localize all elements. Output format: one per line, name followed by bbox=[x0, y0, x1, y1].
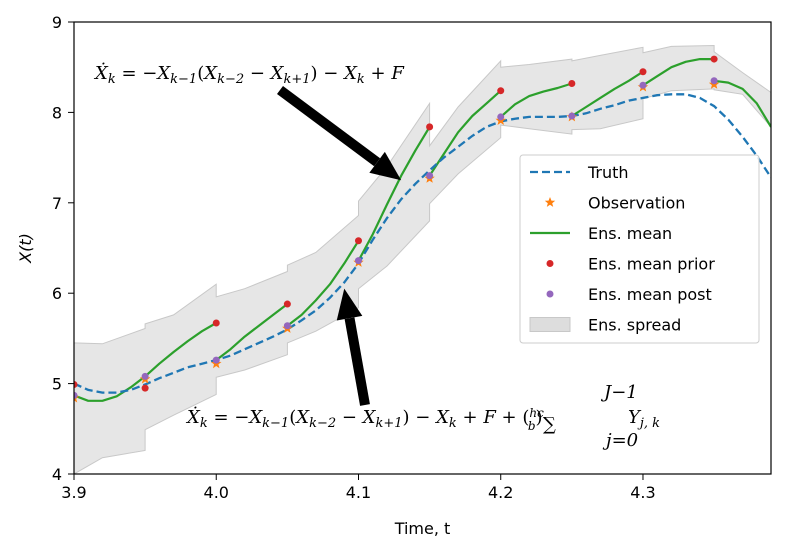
x-tick-label: 4.2 bbox=[488, 483, 513, 502]
ens-mean-post-point bbox=[141, 372, 149, 380]
x-axis-label: Time, t bbox=[394, 519, 451, 538]
x-axis-ticks: 3.9 4.0 4.1 4.2 4.3 bbox=[61, 474, 656, 502]
svg-text:Yj, k: Yj, k bbox=[628, 407, 660, 431]
series-lines bbox=[74, 57, 771, 402]
svg-text:Ẋk = −Xk−1(Xk−2 − Xk+1) − Xk +: Ẋk = −Xk−1(Xk−2 − Xk+1) − Xk + F bbox=[93, 61, 405, 87]
y-tick-label: 5 bbox=[52, 375, 62, 394]
ens-mean-post-point bbox=[639, 81, 647, 89]
legend-item: Observation bbox=[544, 194, 685, 213]
legend-label: Ens. mean bbox=[588, 224, 672, 243]
ens-mean-prior-point bbox=[568, 79, 576, 87]
y-axis-label: X(t) bbox=[16, 233, 35, 264]
ens-mean-prior-point bbox=[354, 237, 362, 245]
x-tick-label: 3.9 bbox=[61, 483, 86, 502]
y-tick-label: 6 bbox=[52, 284, 62, 303]
legend-label: Truth bbox=[587, 163, 629, 182]
legend-item: Truth bbox=[530, 163, 629, 182]
ens-mean-prior-point bbox=[497, 87, 505, 95]
legend-label: Ens. mean post bbox=[588, 285, 712, 304]
svg-text:Ẋk = −Xk−1(Xk−2 − Xk+1) − Xk +: Ẋk = −Xk−1(Xk−2 − Xk+1) − Xk + F + (hc b) bbox=[185, 405, 544, 433]
legend-label: Observation bbox=[588, 194, 685, 213]
ens-spread-area bbox=[74, 44, 771, 474]
annotation-arrow-2 bbox=[336, 288, 370, 406]
legend-item: Ens. mean post bbox=[546, 285, 712, 304]
series-markers bbox=[74, 55, 720, 403]
svg-text:∑: ∑ bbox=[543, 414, 556, 435]
ens-spread-band bbox=[74, 44, 771, 474]
ens-mean-post-point bbox=[212, 356, 220, 364]
x-tick-label: 4.1 bbox=[346, 483, 371, 502]
annotation-equation-2: Ẋk = −Xk−1(Xk−2 − Xk+1) − Xk + F + (hc b)… bbox=[185, 382, 660, 451]
ens-mean-segment-3 bbox=[286, 240, 360, 327]
legend-label: Ens. mean prior bbox=[588, 255, 715, 274]
ens-mean-segment-6 bbox=[499, 82, 573, 118]
ens-mean-post-point bbox=[568, 112, 576, 120]
legend-item: Ens. mean bbox=[530, 224, 672, 243]
ens-mean-prior-point bbox=[141, 384, 149, 392]
ens-mean-segment-2 bbox=[215, 303, 289, 361]
annotation-equation-1: Ẋk = −Xk−1(Xk−2 − Xk+1) − Xk + F bbox=[93, 61, 405, 87]
svg-text:j=0: j=0 bbox=[602, 430, 638, 451]
axes-frame bbox=[73, 21, 772, 475]
ens-mean-post-point bbox=[426, 172, 434, 180]
ens-mean-segment-5 bbox=[428, 89, 502, 177]
svg-text:J−1: J−1 bbox=[600, 382, 638, 403]
ens-mean-segment-4 bbox=[357, 126, 431, 262]
y-tick-label: 7 bbox=[52, 194, 62, 213]
ens-mean-segment-8 bbox=[642, 57, 715, 87]
y-tick-label: 9 bbox=[52, 13, 62, 32]
ens-mean-segment-1 bbox=[144, 322, 217, 378]
ens-mean-prior-point bbox=[212, 319, 220, 327]
ens-mean-segment-7 bbox=[571, 70, 644, 117]
ens-mean-segment-0 bbox=[74, 375, 146, 402]
truth-line bbox=[74, 93, 771, 394]
annotation-arrow-1 bbox=[277, 85, 402, 181]
ens-mean-post-point bbox=[74, 391, 78, 399]
legend-item: Ens. mean prior bbox=[546, 255, 715, 274]
ens-mean-segment-9 bbox=[713, 79, 771, 128]
ens-mean-post-point bbox=[497, 113, 505, 121]
ens-mean-post-point bbox=[283, 322, 291, 330]
y-tick-label: 8 bbox=[52, 103, 62, 122]
legend-item: Ens. spread bbox=[529, 316, 681, 335]
ens-mean-prior-point bbox=[639, 68, 647, 76]
ens-mean-prior-point bbox=[426, 123, 434, 131]
x-tick-label: 4.3 bbox=[630, 483, 655, 502]
y-tick-label: 4 bbox=[52, 465, 62, 484]
plot-area bbox=[74, 44, 771, 474]
x-tick-label: 4.0 bbox=[204, 483, 229, 502]
legend: Truth Observation Ens. mean Ens. mean prior… bbox=[519, 154, 760, 344]
ens-mean-post-point bbox=[710, 77, 718, 85]
ens-mean-prior-point bbox=[283, 300, 291, 308]
y-axis-ticks: 4 5 6 7 8 9 bbox=[52, 13, 74, 484]
ens-mean-post-point bbox=[354, 257, 362, 265]
legend-label: Ens. spread bbox=[588, 316, 681, 335]
ens-mean-prior-point bbox=[710, 55, 718, 63]
annotation-arrows bbox=[277, 85, 402, 406]
ens-mean-prior-point bbox=[74, 381, 78, 389]
